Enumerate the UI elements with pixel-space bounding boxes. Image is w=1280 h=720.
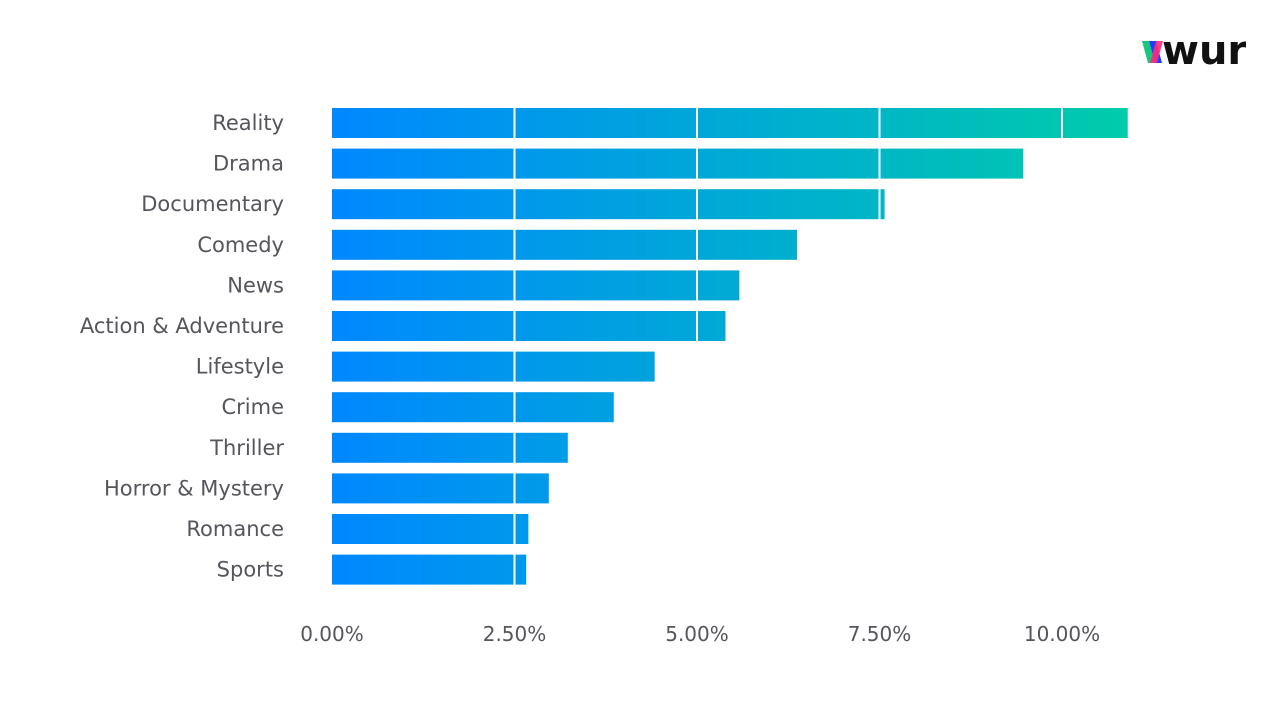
category-label: Action & Adventure <box>80 314 284 338</box>
bar-drama <box>332 148 1024 179</box>
bar-thriller <box>332 432 568 463</box>
category-label: News <box>227 273 284 297</box>
gridlines <box>513 106 1063 587</box>
x-axis-tick-labels: 0.00% 2.50% 5.00% 7.50% 10.00% <box>300 622 1100 646</box>
category-labels: Reality Drama Documentary Comedy News Action … <box>80 111 284 582</box>
bar-romance <box>332 514 529 544</box>
category-label: Horror & Mystery <box>104 476 284 500</box>
x-tick-label: 10.00% <box>1024 622 1100 646</box>
category-label: Documentary <box>141 192 284 216</box>
category-label: Thriller <box>209 436 284 460</box>
category-label: Romance <box>186 517 284 541</box>
x-tick-label: 5.00% <box>665 622 729 646</box>
x-tick-label: 7.50% <box>848 622 912 646</box>
logo-mark-pink <box>1150 41 1163 63</box>
bar-sports <box>332 554 527 585</box>
bar-reality <box>332 108 1128 138</box>
bar-lifestyle <box>332 351 655 382</box>
bar-action-adventure <box>332 311 726 341</box>
logo-text: wurl <box>1162 30 1246 72</box>
bar-news <box>332 270 740 301</box>
category-label: Comedy <box>197 233 284 257</box>
x-tick-label: 0.00% <box>300 622 364 646</box>
bar-horror-mystery <box>332 473 549 504</box>
bar-crime <box>332 392 614 423</box>
bar-comedy <box>332 229 798 260</box>
category-label: Lifestyle <box>196 355 284 379</box>
category-label: Reality <box>212 111 284 135</box>
category-label: Sports <box>217 558 284 582</box>
category-label: Drama <box>213 152 284 176</box>
bars-layer <box>332 108 1128 585</box>
category-label: Crime <box>221 395 284 419</box>
x-tick-label: 2.50% <box>483 622 547 646</box>
wurl-logo: wurl <box>1142 30 1246 72</box>
bar-documentary <box>332 189 885 220</box>
